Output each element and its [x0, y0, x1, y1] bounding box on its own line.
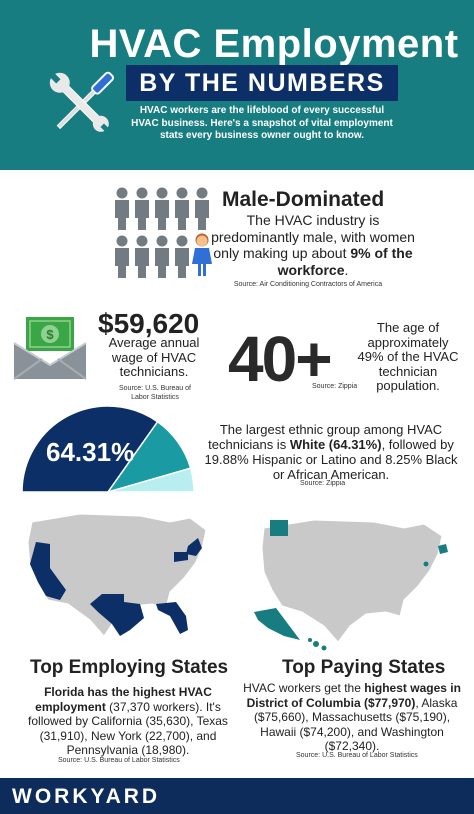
- man-figure-icon: [175, 187, 189, 230]
- florida-shape: [156, 602, 188, 634]
- male-dominated-source: Source: Air Conditioning Contractors of …: [233, 281, 383, 288]
- wage-value: $59,620: [98, 308, 200, 339]
- ethnic-text-pre: The largest ethnic group among HVAC tech…: [208, 422, 443, 452]
- top-paying-title: Top Paying States: [282, 657, 446, 678]
- male-text-bold: 9% of the workforce: [277, 245, 413, 278]
- wage-source: Source: U.S. Bureau of Labor Statistics: [119, 385, 191, 401]
- pie-slice-white: [21, 406, 159, 493]
- age-text: The age of approximately 49% of the HVAC…: [357, 320, 459, 393]
- washington-shape: [270, 520, 288, 536]
- page-title: HVAC Employment: [89, 22, 459, 66]
- man-figure-icon: [155, 235, 169, 278]
- male-dominated-title: Male-Dominated: [222, 188, 385, 211]
- texas-shape: [90, 594, 144, 636]
- male-text-pre: The HVAC industry is predominantly male,…: [211, 212, 415, 261]
- footer-bar: [0, 778, 474, 814]
- california-shape: [30, 542, 66, 600]
- alaska-shape: [254, 608, 300, 640]
- pie-slice-black: [107, 467, 195, 493]
- top-employing-title: Top Employing States: [30, 657, 229, 678]
- wrench-screwdriver-icon: [49, 71, 114, 133]
- man-figure-icon: [115, 235, 129, 278]
- ethnicity-text: The largest ethnic group among HVAC tech…: [200, 422, 462, 482]
- top-employing-source: Source: U.S. Bureau of Labor Statistics: [58, 757, 180, 764]
- top-employing-text: Florida has the highest HVAC employment …: [14, 685, 242, 758]
- age-source: Source: Zippia: [312, 383, 358, 390]
- emp-text-bold: Florida has the highest HVAC employment: [35, 685, 212, 714]
- pay-text-post: , Alaska ($75,660), Massachusetts ($75,1…: [253, 695, 458, 754]
- top-paying-text: HVAC workers get the highest wages in Di…: [238, 681, 466, 754]
- ethnic-text-post: , followed by 19.88% Hispanic or Latino …: [204, 437, 458, 482]
- pie-percentage-label: 64.31%: [46, 437, 135, 467]
- massachusetts-shape: [438, 544, 448, 554]
- age-value: 40+: [228, 323, 333, 395]
- man-figure-icon: [175, 235, 189, 278]
- emp-text-post: (37,370 workers). It's followed by Calif…: [28, 699, 228, 758]
- intro-text: HVAC workers are the lifeblood of every …: [131, 105, 393, 141]
- people-icon: [115, 187, 212, 278]
- woman-figure-icon: [192, 233, 212, 276]
- pennsylvania-shape: [174, 552, 188, 562]
- pay-text-pre: HVAC workers get the: [243, 681, 365, 695]
- dc-marker: [423, 561, 429, 567]
- man-figure-icon: [135, 187, 149, 230]
- ethnicity-half-pie: [21, 406, 195, 494]
- brand-logo[interactable]: WORKYARD: [12, 785, 161, 808]
- hawaii-shape: [313, 641, 319, 647]
- man-figure-icon: [115, 187, 129, 230]
- man-figure-icon: [155, 187, 169, 230]
- money-envelope-icon: $: [13, 317, 87, 380]
- man-figure-icon: [135, 235, 149, 278]
- wage-text: Average annual wage of HVAC technicians.: [108, 335, 200, 379]
- svg-text:$: $: [46, 327, 54, 342]
- us-map-paying: [254, 519, 448, 651]
- new-york-shape: [186, 538, 202, 556]
- man-figure-icon: [195, 187, 209, 230]
- male-text-post: .: [344, 261, 349, 278]
- top-paying-source: Source: U.S. Bureau of Labor Statistics: [296, 752, 418, 759]
- ethnic-text-bold: White (64.31%): [289, 437, 382, 452]
- page-subtitle: BY THE NUMBERS: [126, 65, 398, 101]
- pay-text-bold: highest wages in District of Columbia ($…: [246, 681, 461, 710]
- male-dominated-text: The HVAC industry is predominantly male,…: [206, 212, 420, 278]
- us-map-employing: [27, 513, 207, 637]
- ethnicity-source: Source: Zippia: [300, 480, 346, 487]
